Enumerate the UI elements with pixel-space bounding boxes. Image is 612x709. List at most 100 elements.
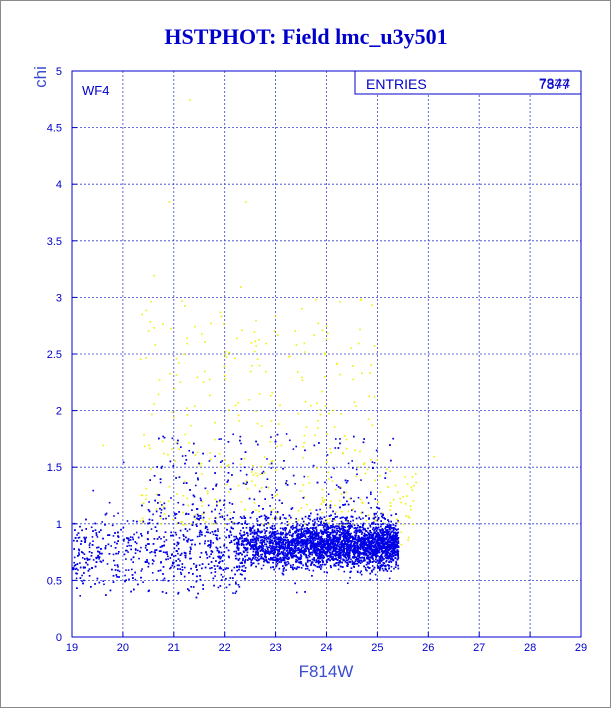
data-point-blue bbox=[178, 564, 180, 567]
data-point-blue bbox=[344, 560, 347, 563]
data-point-blue bbox=[207, 540, 209, 542]
data-point-blue bbox=[329, 532, 331, 534]
data-point-blue bbox=[274, 551, 276, 554]
data-point-yellow bbox=[190, 424, 192, 427]
data-point-blue bbox=[190, 557, 192, 560]
data-point-yellow bbox=[235, 337, 238, 340]
data-point-blue bbox=[178, 537, 181, 539]
data-point-blue bbox=[270, 548, 272, 550]
data-point-blue bbox=[299, 534, 302, 537]
data-point-blue bbox=[195, 580, 198, 583]
data-point-blue bbox=[371, 565, 374, 567]
data-point-blue bbox=[381, 550, 383, 553]
data-point-yellow bbox=[259, 465, 262, 468]
data-point-yellow bbox=[267, 486, 270, 489]
data-point-blue bbox=[329, 539, 332, 541]
data-point-yellow bbox=[411, 476, 414, 478]
data-point-blue bbox=[220, 556, 223, 558]
data-point-blue bbox=[332, 523, 334, 526]
data-point-blue bbox=[344, 545, 346, 547]
data-point-yellow bbox=[201, 501, 204, 503]
data-point-blue bbox=[221, 460, 224, 462]
data-point-blue bbox=[76, 534, 78, 536]
data-point-blue bbox=[256, 518, 258, 520]
data-point-yellow bbox=[238, 420, 241, 422]
data-point-blue bbox=[298, 550, 301, 552]
data-point-blue bbox=[319, 552, 322, 555]
data-point-yellow bbox=[273, 330, 276, 332]
data-point-blue bbox=[288, 531, 290, 533]
data-point-blue bbox=[336, 525, 339, 527]
data-point-blue bbox=[280, 561, 282, 564]
data-point-blue bbox=[274, 539, 277, 542]
data-point-blue bbox=[286, 541, 289, 544]
data-point-blue bbox=[183, 551, 186, 554]
data-point-blue bbox=[147, 532, 149, 535]
data-point-blue bbox=[103, 583, 105, 586]
data-point-blue bbox=[152, 513, 154, 516]
data-point-blue bbox=[134, 552, 137, 554]
data-point-blue bbox=[325, 527, 328, 529]
data-point-blue bbox=[318, 559, 320, 562]
data-point-blue bbox=[268, 552, 270, 555]
data-point-blue bbox=[151, 572, 154, 574]
data-point-yellow bbox=[193, 405, 196, 408]
data-point-blue bbox=[312, 569, 315, 572]
data-point-yellow bbox=[327, 332, 329, 335]
data-point-blue bbox=[225, 586, 228, 589]
data-point-blue bbox=[369, 549, 372, 551]
data-point-blue bbox=[380, 512, 382, 515]
data-point-blue bbox=[347, 462, 350, 465]
data-point-blue bbox=[301, 518, 304, 520]
data-point-yellow bbox=[153, 274, 155, 277]
data-point-yellow bbox=[265, 342, 267, 345]
data-point-blue bbox=[81, 529, 83, 532]
data-point-blue bbox=[243, 515, 245, 518]
data-point-blue bbox=[183, 535, 185, 537]
data-point-blue bbox=[217, 586, 220, 589]
data-point-yellow bbox=[224, 374, 226, 377]
data-point-blue bbox=[363, 553, 365, 555]
data-point-blue bbox=[301, 539, 304, 541]
data-point-blue bbox=[265, 534, 267, 537]
data-point-blue bbox=[122, 461, 125, 464]
data-point-yellow bbox=[370, 364, 373, 366]
data-point-yellow bbox=[175, 374, 178, 376]
data-point-blue bbox=[123, 540, 125, 542]
data-point-blue bbox=[138, 557, 140, 560]
data-point-blue bbox=[292, 540, 294, 542]
data-point-blue bbox=[243, 564, 245, 567]
data-point-blue bbox=[79, 577, 82, 579]
data-point-blue bbox=[369, 541, 371, 543]
data-point-blue bbox=[381, 516, 384, 519]
data-point-yellow bbox=[167, 500, 170, 502]
data-point-blue bbox=[265, 551, 267, 553]
data-point-blue bbox=[127, 551, 129, 553]
data-point-yellow bbox=[161, 440, 164, 443]
data-point-blue bbox=[125, 549, 127, 552]
data-point-blue bbox=[247, 541, 249, 543]
data-point-blue bbox=[154, 549, 156, 552]
data-point-blue bbox=[347, 582, 349, 584]
data-point-blue bbox=[367, 531, 369, 534]
data-point-yellow bbox=[147, 330, 150, 332]
data-point-blue bbox=[75, 577, 78, 580]
data-point-blue bbox=[160, 467, 163, 469]
data-point-yellow bbox=[209, 452, 211, 454]
data-point-blue bbox=[364, 567, 367, 569]
data-point-blue bbox=[379, 569, 381, 572]
data-point-blue bbox=[355, 563, 357, 565]
data-point-blue bbox=[205, 551, 207, 553]
data-point-blue bbox=[299, 533, 302, 535]
data-point-yellow bbox=[364, 472, 367, 475]
data-point-blue bbox=[381, 567, 384, 570]
data-point-yellow bbox=[392, 498, 395, 501]
data-point-blue bbox=[319, 551, 321, 554]
data-point-blue bbox=[337, 530, 340, 533]
data-point-blue bbox=[83, 579, 85, 582]
data-point-blue bbox=[338, 535, 341, 537]
data-point-yellow bbox=[276, 517, 279, 520]
data-point-blue bbox=[87, 558, 90, 561]
data-point-blue bbox=[389, 555, 391, 558]
data-point-blue bbox=[317, 520, 320, 523]
